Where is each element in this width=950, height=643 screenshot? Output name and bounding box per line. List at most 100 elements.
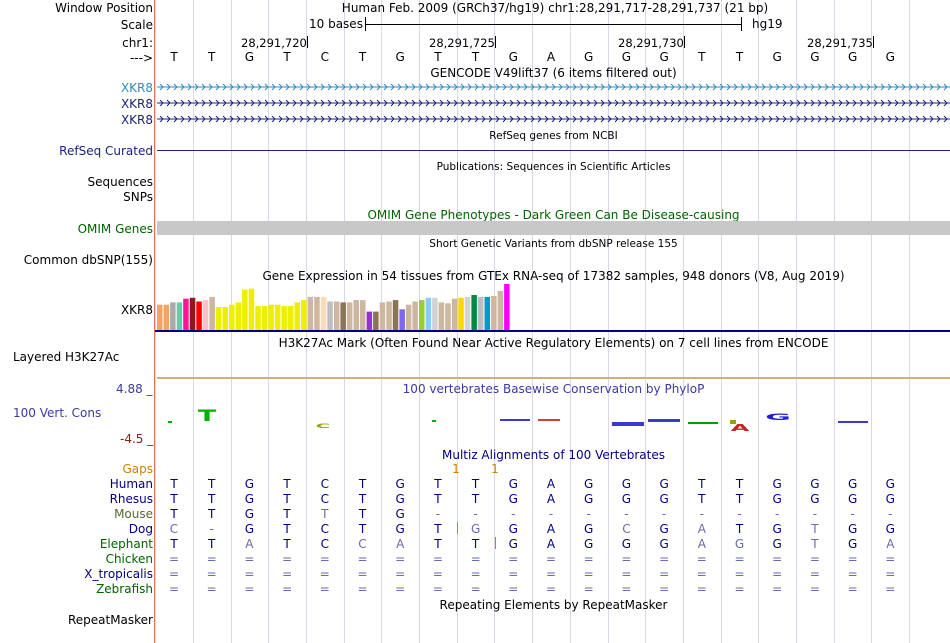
gtex-bar[interactable]: [491, 296, 497, 330]
gtex-bar[interactable]: [235, 302, 242, 330]
gtex-bar[interactable]: [170, 302, 176, 330]
gtex-bar[interactable]: [215, 307, 222, 330]
gtex-bar[interactable]: [202, 300, 209, 330]
gtex-bar[interactable]: [353, 300, 360, 330]
gtex-bar[interactable]: [333, 301, 340, 331]
dbsnp-label[interactable]: Common dbSNP(155): [23, 253, 153, 267]
dbsnp-title[interactable]: Short Genetic Variants from dbSNP releas…: [429, 238, 678, 250]
pubs-label-sequences[interactable]: Sequences: [87, 175, 153, 189]
gtex-bar[interactable]: [281, 306, 287, 330]
gtex-bar[interactable]: [412, 301, 418, 331]
gtex-bar[interactable]: [497, 290, 504, 330]
omim-label[interactable]: OMIM Genes: [77, 222, 153, 236]
h3k27ac-title[interactable]: H3K27Ac Mark (Often Found Near Active Re…: [278, 336, 829, 350]
species-label[interactable]: X_tropicalis: [84, 567, 153, 581]
species-label[interactable]: Chicken: [105, 552, 153, 566]
gtex-bar[interactable]: [242, 289, 248, 331]
window-position-label[interactable]: Window Position: [55, 1, 153, 15]
strand-label[interactable]: --->: [129, 51, 153, 65]
gtex-bar[interactable]: [360, 300, 366, 330]
gtex-bar[interactable]: [458, 297, 464, 330]
gtex-bar[interactable]: [307, 296, 314, 330]
gencode-gene-label[interactable]: XKR8: [120, 97, 153, 111]
gtex-bar[interactable]: [366, 311, 373, 330]
gtex-bar[interactable]: [288, 306, 294, 330]
multiz-title[interactable]: Multiz Alignments of 100 Vertebrates: [441, 448, 666, 462]
species-label[interactable]: Elephant: [99, 537, 153, 551]
gtex-bar[interactable]: [196, 301, 202, 331]
gtex-bar[interactable]: [438, 302, 445, 330]
gtex-bar[interactable]: [464, 296, 471, 330]
repeatmasker-title[interactable]: Repeating Elements by RepeatMasker: [439, 598, 668, 612]
species-label[interactable]: Zebrafish: [96, 582, 153, 596]
refseq-title[interactable]: RefSeq genes from NCBI: [489, 130, 618, 142]
gtex-bar[interactable]: [504, 284, 510, 330]
scale-label[interactable]: Scale: [120, 18, 153, 32]
gtex-bar[interactable]: [209, 296, 215, 330]
gtex-bar[interactable]: [451, 298, 458, 330]
strand-chevron: [481, 83, 486, 91]
gtex-bar[interactable]: [229, 304, 235, 330]
gtex-bar[interactable]: [432, 297, 438, 330]
gtex-bar[interactable]: [189, 297, 196, 330]
gtex-bar[interactable]: [261, 306, 268, 330]
strand-chevron: [425, 115, 430, 123]
gtex-gene-label[interactable]: XKR8: [120, 303, 153, 317]
species-label[interactable]: Rhesus: [109, 492, 153, 506]
chrom-label[interactable]: chr1:: [122, 36, 153, 50]
gtex-bar[interactable]: [327, 301, 333, 331]
gtex-bar[interactable]: [477, 296, 484, 330]
gtex-bar[interactable]: [379, 302, 386, 330]
gtex-bar[interactable]: [340, 302, 346, 330]
gtex-bar[interactable]: [399, 309, 405, 330]
repeatmasker-label[interactable]: RepeatMasker: [67, 613, 153, 627]
gtex-bar[interactable]: [419, 300, 425, 330]
gtex-bar[interactable]: [163, 304, 170, 330]
pubs-label-snps[interactable]: SNPs: [123, 190, 153, 204]
gtex-bar[interactable]: [484, 296, 491, 330]
gtex-bar[interactable]: [268, 304, 274, 330]
gtex-bar[interactable]: [274, 304, 281, 330]
gencode-gene-label[interactable]: XKR8: [120, 81, 153, 95]
gtex-bar[interactable]: [346, 302, 353, 330]
strand-chevron: [642, 99, 647, 107]
aligned-base: A: [546, 477, 556, 491]
gtex-bar[interactable]: [294, 302, 301, 330]
gtex-bar[interactable]: [386, 301, 392, 331]
phylop-title[interactable]: 100 vertebrates Basewise Conservation by…: [402, 382, 705, 396]
omim-title[interactable]: OMIM Gene Phenotypes - Dark Green Can Be…: [367, 208, 740, 222]
gtex-bar[interactable]: [314, 296, 320, 330]
gtex-title[interactable]: Gene Expression in 54 tissues from GTEx …: [262, 269, 845, 283]
species-label[interactable]: Dog: [128, 522, 153, 536]
gtex-bar[interactable]: [255, 306, 261, 330]
gtex-bar[interactable]: [425, 297, 432, 330]
gencode-gene-label[interactable]: XKR8: [120, 113, 153, 127]
gtex-bar[interactable]: [176, 302, 183, 330]
omim-feature[interactable]: [157, 221, 950, 235]
phylop-label[interactable]: 100 Vert. Cons: [13, 406, 102, 420]
species-label[interactable]: Mouse: [114, 507, 153, 521]
gtex-bar[interactable]: [248, 288, 255, 330]
gencode-title[interactable]: GENCODE V49lift37 (6 items filtered out): [430, 66, 677, 80]
gtex-bar[interactable]: [392, 300, 399, 330]
pubs-title[interactable]: Publications: Sequences in Scientific Ar…: [436, 161, 671, 173]
gaps-label[interactable]: Gaps: [122, 462, 153, 476]
gtex-bar[interactable]: [222, 307, 229, 330]
gtex-bar[interactable]: [183, 298, 189, 330]
gtex-bar[interactable]: [445, 303, 451, 330]
gtex-bar[interactable]: [157, 304, 163, 330]
gtex-bar[interactable]: [471, 295, 477, 330]
refseq-label[interactable]: RefSeq Curated: [59, 144, 153, 158]
aligned-base: A: [546, 537, 556, 551]
gtex-bar[interactable]: [320, 296, 327, 330]
strand-chevron: [880, 115, 885, 123]
refseq-transcript[interactable]: [157, 150, 950, 151]
gtex-bar[interactable]: [301, 300, 307, 330]
gtex-bar[interactable]: [405, 304, 412, 330]
h3k27ac-label[interactable]: Layered H3K27Ac: [13, 350, 120, 364]
gtex-bar[interactable]: [373, 311, 379, 330]
species-label[interactable]: Human: [109, 477, 153, 491]
